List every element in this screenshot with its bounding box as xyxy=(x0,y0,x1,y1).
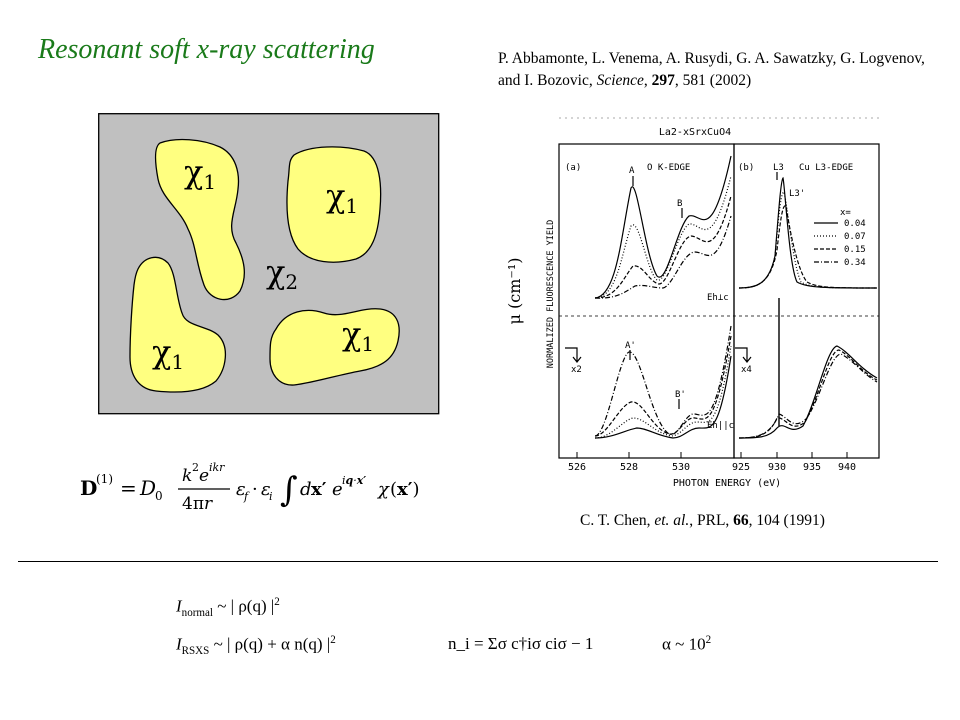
tick-530: 530 xyxy=(672,462,690,473)
ref1-authors: P. Abbamonte, L. Venema, A. Rusydi, G. A… xyxy=(498,50,925,89)
svg-text:i: i xyxy=(269,490,273,503)
panel-b-tag: (b) xyxy=(738,163,754,173)
ref2-pages: , 104 (1991) xyxy=(748,512,825,529)
chi1-label-d: χ1 xyxy=(152,333,184,374)
svg-text:2: 2 xyxy=(192,461,199,474)
svg-text:d: d xyxy=(300,479,312,500)
svg-text:=: = xyxy=(120,476,137,500)
svg-text:f: f xyxy=(243,490,250,503)
tick-528: 528 xyxy=(620,462,638,473)
panel-a-title: O K-EDGE xyxy=(647,163,690,173)
photon-energy-xlabel: PHOTON ENERGY (eV) xyxy=(673,478,781,489)
panel-b-title: Cu L3-EDGE xyxy=(799,163,853,173)
domain-top-right xyxy=(286,146,382,263)
svg-text:D: D xyxy=(80,476,97,500)
mu-axis-label: μ (cm⁻¹) xyxy=(507,258,524,325)
svg-text:k: k xyxy=(182,466,192,486)
ref2-journal: , PRL, xyxy=(689,512,734,529)
fluorescence-yield-plot: μ (cm⁻¹) NORMALIZED FLUORESCENCE YIELD L… xyxy=(507,117,880,489)
tick-930: 930 xyxy=(768,462,786,473)
peak-Bprime-label: B' xyxy=(675,390,686,400)
svg-text:iq·x′: iq·x′ xyxy=(342,474,366,487)
eq-alpha-magnitude: α ~ 102 xyxy=(662,634,712,654)
slide-title: Resonant soft x-ray scattering xyxy=(38,34,375,65)
svg-text:e: e xyxy=(332,479,343,500)
ref2-etal: et. al. xyxy=(654,512,690,529)
svg-text:·: · xyxy=(252,479,258,500)
svg-text:ikr: ikr xyxy=(209,461,225,474)
scattering-formula: D (1) = D 0 k 2 e ikr 4πr ε f · ε i ∫ d … xyxy=(80,461,420,514)
ref2-authors: C. T. Chen, xyxy=(580,512,655,529)
svg-text:ε: ε xyxy=(261,479,271,500)
peak-L3-label: L3 xyxy=(773,163,784,173)
polarization-para-label: Eh||c xyxy=(707,421,734,431)
legend-item-034: 0.34 xyxy=(844,258,866,268)
ref1-pages: , 581 (2002) xyxy=(674,72,752,89)
polarization-perp-label: Eh⊥c xyxy=(707,293,729,303)
svg-text:e: e xyxy=(199,466,209,486)
tick-925: 925 xyxy=(732,462,750,473)
svg-text:(1): (1) xyxy=(96,472,113,486)
svg-text:(x′): (x′) xyxy=(390,479,420,500)
scale-x4-label: x4 xyxy=(741,365,752,375)
ref1-volume: 297 xyxy=(651,72,675,89)
svg-text:ε: ε xyxy=(236,479,246,500)
domain-top-left xyxy=(154,138,246,301)
svg-text:∫: ∫ xyxy=(280,470,298,510)
ref1-journal: Science xyxy=(596,72,644,89)
chi1-label-a: χ1 xyxy=(184,153,216,194)
peak-B-label: B xyxy=(677,199,682,209)
peak-A-label: A xyxy=(629,166,635,176)
eq-normal-intensity: Inormal ~ | ρ(q) |2 xyxy=(176,596,280,620)
domain-bottom-left xyxy=(129,256,226,393)
section-divider xyxy=(18,561,938,562)
legend-title: x= xyxy=(840,208,851,218)
svg-text:4πr: 4πr xyxy=(182,494,213,514)
tick-526: 526 xyxy=(568,462,586,473)
reference-abbamonte: P. Abbamonte, L. Venema, A. Rusydi, G. A… xyxy=(498,50,925,89)
peak-L3prime-label: L3' xyxy=(789,189,805,199)
svg-text:D: D xyxy=(139,476,156,500)
panel-a-tag: (a) xyxy=(565,163,581,173)
ref2-volume: 66 xyxy=(733,512,749,529)
panel-b-frame xyxy=(733,143,880,459)
scale-x2-label: x2 xyxy=(571,365,582,375)
domain-bottom-right xyxy=(269,308,400,386)
eq-occupation-number: n_i = Σσ c†iσ ciσ − 1 xyxy=(448,634,594,653)
svg-text:0: 0 xyxy=(155,489,163,503)
eq-rsxs-intensity: IRSXS ~ | ρ(q) + α n(q) |2 xyxy=(176,634,336,658)
tick-935: 935 xyxy=(803,462,821,473)
legend-item-007: 0.07 xyxy=(844,232,866,242)
reference-chen: C. T. Chen, et. al., PRL, 66, 104 (1991) xyxy=(580,512,825,530)
domain-diagram: χ1 χ1 χ2 χ1 χ1 xyxy=(98,113,440,415)
tick-940: 940 xyxy=(838,462,856,473)
svg-text:χ: χ xyxy=(376,479,390,500)
legend-item-015: 0.15 xyxy=(844,245,866,255)
peak-Aprime-label: A' xyxy=(625,341,636,351)
legend-item-004: 0.04 xyxy=(844,219,866,229)
svg-text:x′: x′ xyxy=(311,479,327,500)
compound-header: La2-xSrxCuO4 xyxy=(659,127,731,138)
fluorescence-ylabel: NORMALIZED FLUORESCENCE YIELD xyxy=(546,220,556,368)
